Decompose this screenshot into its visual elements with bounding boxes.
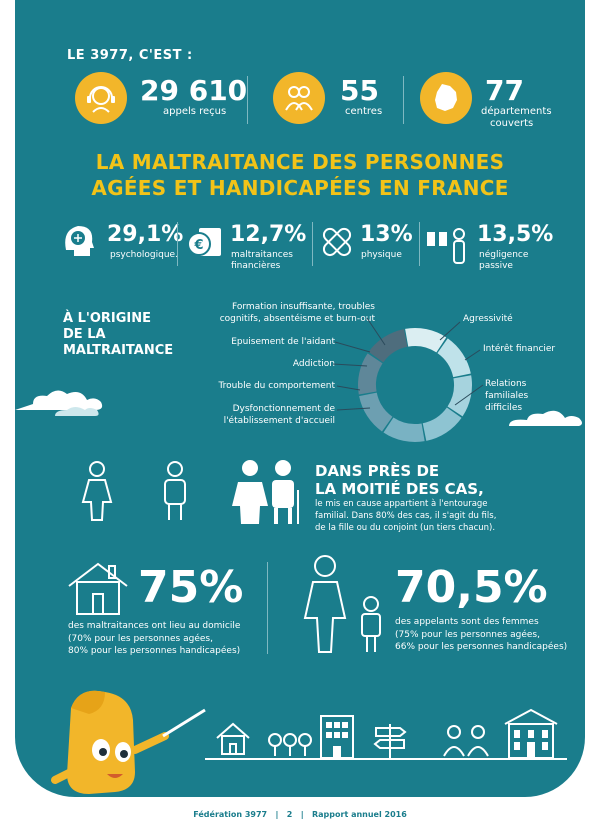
footer: Fédération 3977 | 2 | Rapport annuel 201…: [0, 810, 600, 819]
label-family-1: Relations: [485, 379, 527, 389]
entourage-text-1: le mis en cause appartient à l'entourage: [315, 499, 488, 509]
apartment-building-icon: [320, 715, 354, 758]
bandage-icon: [317, 222, 357, 266]
person-gift-icon: [425, 222, 471, 270]
mascot-icon: [51, 690, 206, 794]
cloud-icon: [15, 390, 103, 416]
domicile-value: 75%: [138, 562, 244, 613]
origin-title-3: MALTRAITANCE: [63, 343, 174, 358]
people-icon: [273, 72, 325, 124]
centers-label: centres: [345, 106, 383, 117]
france-map-icon: [420, 72, 472, 124]
label-family-2: familiales: [485, 391, 529, 401]
entourage-title-2: LA MOITIÉ DES CAS,: [315, 480, 484, 498]
departments-label-2: couverts: [490, 118, 534, 129]
entourage-text-2: familial. Dans 80% des cas, il s'agit du…: [315, 511, 497, 521]
entourage-title-1: DANS PRÈS DE: [315, 462, 440, 480]
psychological-value: 29,1%: [107, 222, 184, 247]
label-addiction: Addiction: [292, 359, 335, 369]
origin-donut: [358, 328, 472, 442]
financial-label-2: financières: [231, 261, 281, 271]
euro-money-icon: €: [185, 222, 225, 266]
label-aggressivity: Agressivité: [463, 314, 513, 324]
women-value: 70,5%: [395, 562, 548, 613]
label-family-3: difficiles: [485, 403, 523, 413]
intro-label: LE 3977, C'EST :: [67, 48, 193, 63]
physical-label: physique: [361, 250, 402, 260]
label-financial: Intérêt financier: [483, 344, 556, 354]
label-behavior: Trouble du comportement: [218, 381, 335, 391]
trees-icon: [268, 733, 312, 756]
label-dysfunction-2: l'établissement d'accueil: [223, 416, 335, 426]
entourage-text-3: de la fille ou du conjoint (un tiers cha…: [315, 523, 496, 533]
financial-value: 12,7%: [230, 222, 307, 247]
headset-icon: [75, 72, 127, 124]
main-title-line2: AGÉES ET HANDICAPÉES EN FRANCE: [91, 176, 509, 200]
footer-sep: |: [295, 810, 310, 819]
donut-segments: [358, 328, 472, 442]
elderly-couple-icon: [232, 460, 299, 524]
label-family: Relations familiales difficiles: [485, 378, 528, 414]
label-exhaustion: Epuisement de l'aidant: [231, 337, 335, 347]
footer-page: 2: [286, 810, 293, 819]
financial-label-1: maltraitances: [231, 250, 293, 260]
divider: [312, 222, 313, 266]
label-training: Formation insuffisante, troubles cogniti…: [185, 301, 375, 325]
divider: [177, 222, 178, 266]
origin-title-1: À L'ORIGINE: [63, 311, 152, 326]
footer-sep: |: [269, 810, 284, 819]
psychological-label: psychologique.: [110, 250, 178, 260]
footer-report: Rapport annuel 2016: [312, 810, 407, 819]
label-training-1: Formation insuffisante, troubles: [232, 302, 375, 312]
label-training-2: cognitifs, absentéisme et burn-out: [219, 314, 375, 324]
connector-lines: [332, 317, 484, 411]
cloud-icon: [509, 410, 582, 426]
footer-org: Fédération 3977: [193, 810, 268, 819]
brain-head-icon: [58, 220, 100, 266]
woman-icon: [81, 461, 113, 521]
label-dysfunction: Dysfonctionnement de l'établissement d'a…: [185, 403, 335, 427]
neglect-label-2: passive: [479, 261, 513, 271]
women-text-3: 66% pour les personnes handicapées): [395, 642, 568, 652]
divider: [267, 562, 268, 654]
origin-title-2: DE LA: [63, 327, 106, 342]
neglect-label-1: négligence: [479, 250, 529, 260]
calls-label: appels reçus: [163, 106, 227, 117]
domicile-text-3: 80% pour les personnes handicapées): [68, 646, 241, 656]
domicile-text-2: (70% pour les personnes agées,: [68, 634, 213, 644]
divider: [403, 76, 404, 124]
neglect-value: 13,5%: [477, 222, 554, 247]
calls-value: 29 610: [140, 74, 248, 107]
physical-value: 13%: [360, 222, 413, 247]
caregivers-icon: [443, 725, 489, 757]
woman-child-icon: [303, 555, 381, 653]
departments-value: 77: [485, 74, 524, 107]
ground-line: [205, 758, 567, 760]
women-text-2: (75% pour les personnes agées,: [395, 630, 540, 640]
signpost-icon: [373, 724, 407, 758]
domicile-text-1: des maltraitances ont lieu au domicile: [68, 621, 241, 631]
women-text-1: des appelants sont des femmes: [395, 617, 539, 627]
divider: [247, 76, 248, 124]
main-title-line1: LA MALTRAITANCE DES PERSONNES: [95, 150, 505, 174]
departments-label-1: départements: [481, 106, 552, 117]
donut-segment: [358, 328, 472, 442]
man-icon: [164, 461, 186, 520]
svg-text:€: €: [193, 238, 203, 253]
institution-building-icon: [504, 708, 558, 759]
label-dysfunction-1: Dysfonctionnement de: [232, 404, 335, 414]
infographic-panel: LE 3977, C'EST : 29 610 appels reçus 55 …: [15, 0, 585, 797]
divider: [419, 222, 420, 266]
house-icon: [68, 562, 128, 615]
house-outline-icon: [216, 722, 250, 755]
centers-value: 55: [340, 74, 379, 107]
